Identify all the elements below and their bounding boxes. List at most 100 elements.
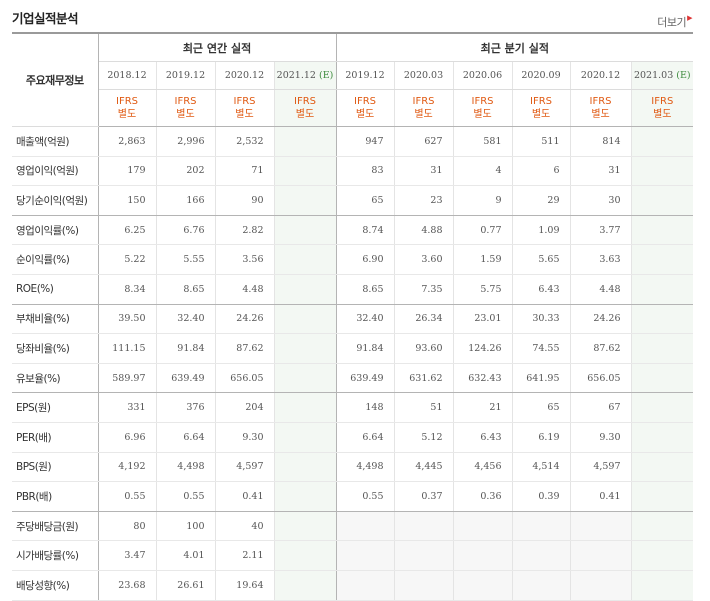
quarterly-cell: 3.77 [570, 215, 632, 246]
quarterly-cell [512, 511, 571, 542]
period-header: 2018.12 [98, 61, 157, 90]
ifrs-badge: IFRS 별도 [394, 89, 454, 127]
table-row: EPS(원) 331 376 204 148 51 21 65 67 [12, 392, 694, 423]
annual-cell [274, 392, 337, 423]
annual-cell: 6.96 [98, 422, 157, 453]
section-title: 기업실적분석 [12, 11, 79, 26]
period-header: 2020.09 [512, 61, 571, 90]
annual-cell: 2,996 [156, 126, 216, 157]
annual-cell [274, 185, 337, 216]
quarterly-cell [336, 540, 395, 571]
quarterly-cell: 51 [394, 392, 454, 423]
period-header: 2019.12 [156, 61, 216, 90]
annual-cell: 100 [156, 511, 216, 542]
annual-cell [274, 363, 337, 394]
quarterly-cell [631, 511, 694, 542]
quarterly-cell: 6.64 [336, 422, 395, 453]
quarterly-cell: 7.35 [394, 274, 454, 305]
quarterly-cell: 0.55 [336, 481, 395, 512]
table-row: BPS(원) 4,192 4,498 4,597 4,498 4,445 4,456 4,51… [12, 452, 694, 483]
annual-cell: 331 [98, 392, 157, 423]
quarterly-cell: 6.90 [336, 244, 395, 275]
quarterly-cell [394, 570, 454, 601]
annual-cell: 0.41 [215, 481, 275, 512]
quarterly-cell: 65 [512, 392, 571, 423]
table-row: PBR(배) 0.55 0.55 0.41 0.55 0.37 0.36 0.39 0.41 [12, 481, 694, 512]
quarterly-cell: 32.40 [336, 304, 395, 335]
more-label: 더보기 [657, 16, 687, 29]
annual-cell [274, 452, 337, 483]
quarterly-cell: 30.33 [512, 304, 571, 335]
quarterly-cell: 5.12 [394, 422, 454, 453]
annual-cell: 91.84 [156, 333, 216, 364]
quarterly-cell: 511 [512, 126, 571, 157]
annual-cell: 204 [215, 392, 275, 423]
quarterly-cell: 67 [570, 392, 632, 423]
row-label: EPS(원) [12, 392, 99, 423]
quarterly-cell: 639.49 [336, 363, 395, 394]
quarterly-cell: 83 [336, 156, 395, 187]
annual-cell: 5.55 [156, 244, 216, 275]
period-header: 2020.06 [453, 61, 513, 90]
row-label: 유보율(%) [12, 363, 99, 394]
quarterly-cell: 65 [336, 185, 395, 216]
row-label: ROE(%) [12, 274, 99, 305]
row-label: PER(배) [12, 422, 99, 453]
quarterly-cell [631, 422, 694, 453]
annual-group-header: 최근 연간 실적 [98, 32, 337, 62]
annual-cell: 202 [156, 156, 216, 187]
annual-cell: 9.30 [215, 422, 275, 453]
quarterly-cell [570, 511, 632, 542]
quarterly-cell: 91.84 [336, 333, 395, 364]
ifrs-badge: IFRS 별도 [336, 89, 395, 127]
quarterly-cell [570, 540, 632, 571]
ifrs-badge: IFRS 별도 [274, 89, 337, 127]
annual-cell: 87.62 [215, 333, 275, 364]
annual-cell: 4.48 [215, 274, 275, 305]
table-row: 당좌비율(%) 111.15 91.84 87.62 91.84 93.60 124.26 7… [12, 333, 694, 364]
row-label: 배당성향(%) [12, 570, 99, 601]
more-link[interactable]: 더보기▶ [657, 14, 692, 30]
quarterly-cell: 6.19 [512, 422, 571, 453]
annual-cell: 3.47 [98, 540, 157, 571]
annual-cell [274, 156, 337, 187]
period-header: 2020.03 [394, 61, 454, 90]
annual-cell: 8.34 [98, 274, 157, 305]
annual-cell: 71 [215, 156, 275, 187]
quarterly-cell [631, 392, 694, 423]
annual-cell: 111.15 [98, 333, 157, 364]
quarterly-cell [336, 511, 395, 542]
quarterly-cell: 23.01 [453, 304, 513, 335]
annual-cell: 2.11 [215, 540, 275, 571]
table-row: 주당배당금(원) 80 100 40 [12, 511, 694, 542]
annual-cell: 4.01 [156, 540, 216, 571]
table-row: 순이익률(%) 5.22 5.55 3.56 6.90 3.60 1.59 5.65 3.63 [12, 244, 694, 275]
quarterly-cell [631, 570, 694, 601]
table-row: PER(배) 6.96 6.64 9.30 6.64 5.12 6.43 6.19 9.30 [12, 422, 694, 453]
quarterly-cell: 31 [570, 156, 632, 187]
quarterly-cell: 9.30 [570, 422, 632, 453]
annual-cell: 90 [215, 185, 275, 216]
annual-cell: 5.22 [98, 244, 157, 275]
annual-cell: 4,597 [215, 452, 275, 483]
ifrs-badge: IFRS 별도 [570, 89, 632, 127]
quarterly-cell [631, 363, 694, 394]
quarterly-cell: 0.37 [394, 481, 454, 512]
annual-cell: 39.50 [98, 304, 157, 335]
table-row: 당기순이익(억원) 150 166 90 65 23 9 29 30 [12, 185, 694, 216]
annual-cell: 150 [98, 185, 157, 216]
row-label: 영업이익(억원) [12, 156, 99, 187]
table-row: 유보율(%) 589.97 639.49 656.05 639.49 631.62 632.… [12, 363, 694, 394]
quarterly-cell: 581 [453, 126, 513, 157]
quarterly-cell: 74.55 [512, 333, 571, 364]
annual-cell [274, 333, 337, 364]
quarterly-cell [394, 540, 454, 571]
quarterly-cell [336, 570, 395, 601]
quarterly-cell: 947 [336, 126, 395, 157]
annual-cell [274, 481, 337, 512]
quarterly-group-header: 최근 분기 실적 [336, 32, 694, 62]
annual-cell: 4,192 [98, 452, 157, 483]
quarterly-cell: 4,445 [394, 452, 454, 483]
quarterly-cell: 87.62 [570, 333, 632, 364]
quarterly-cell: 23 [394, 185, 454, 216]
